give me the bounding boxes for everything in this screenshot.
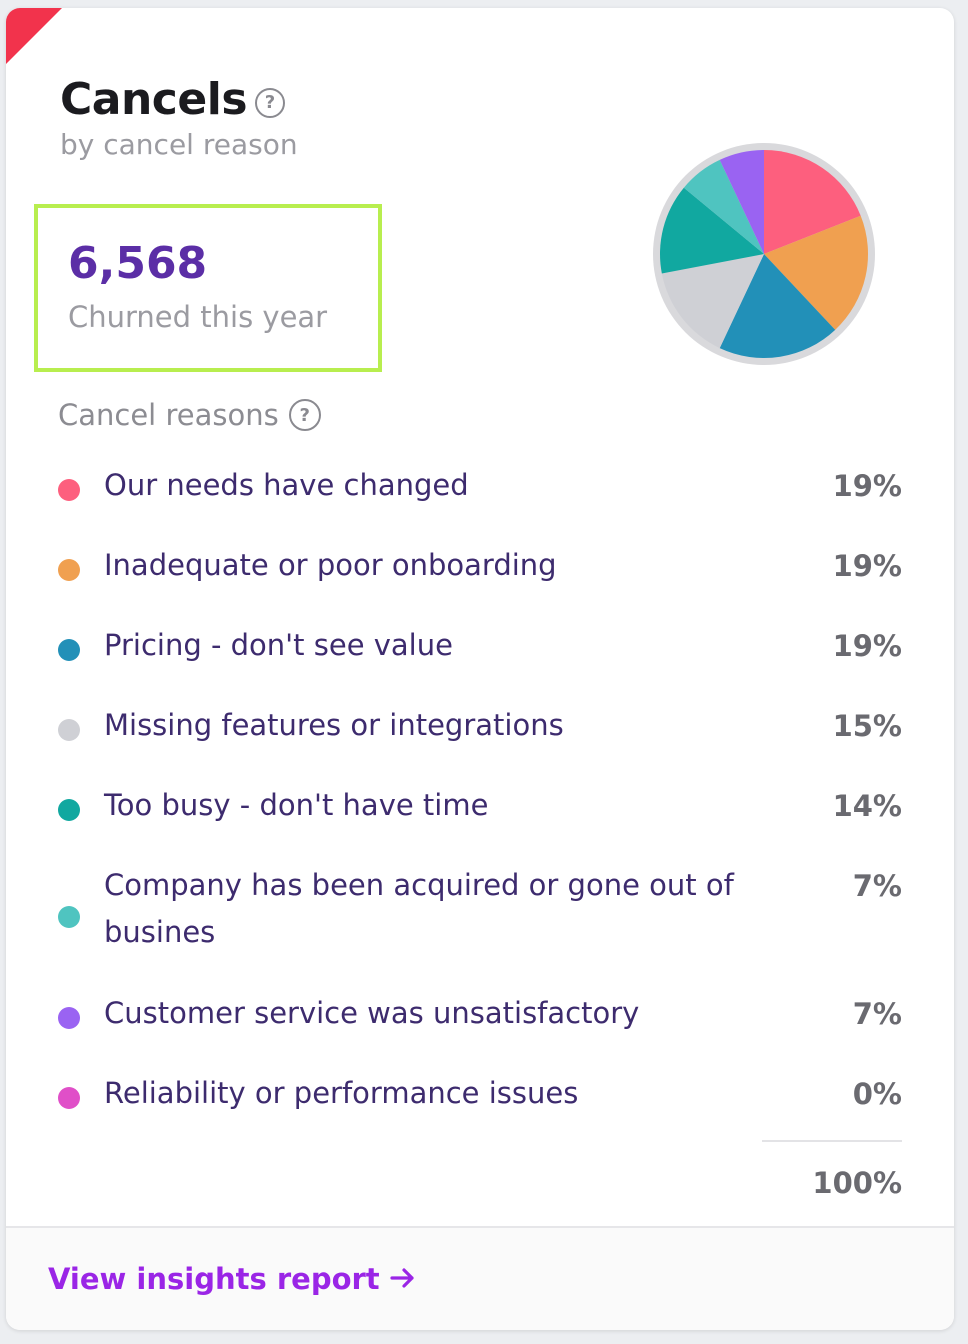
legend-label: Reliability or performance issues [104, 1076, 579, 1110]
title-row: Cancels ? [60, 74, 286, 125]
total-divider [762, 1140, 902, 1142]
legend-dot-icon [58, 639, 80, 661]
legend-item: Missing features or integrations 15% [58, 708, 902, 749]
reasons-header: Cancel reasons ? [58, 398, 321, 432]
legend-item: Our needs have changed 19% [58, 468, 902, 509]
legend-dot-icon [58, 799, 80, 821]
churned-label: Churned this year [68, 300, 328, 334]
reasons-help-icon[interactable]: ? [288, 399, 321, 431]
reasons-title: Cancel reasons [58, 398, 279, 432]
corner-flag [6, 8, 62, 64]
arrow-right-icon [390, 1262, 416, 1296]
legend-label: Company has been acquired or gone out of… [104, 868, 734, 949]
churned-count: 6,568 [68, 238, 208, 289]
card-title: Cancels [60, 74, 248, 125]
pie-slice-4 [661, 254, 764, 349]
cancel-reasons-pie-chart [652, 142, 876, 366]
cancels-card: Cancels ? by cancel reason 6,568 Churned… [6, 8, 954, 1330]
legend-label: Our needs have changed [104, 468, 469, 502]
legend-item: Inadequate or poor onboarding 19% [58, 548, 902, 589]
legend-dot-icon [58, 906, 80, 928]
legend-label: Too busy - don't have time [104, 788, 489, 822]
pie-slice-3 [719, 254, 836, 358]
legend-dot-icon [58, 559, 80, 581]
card-footer: View insights report [6, 1226, 954, 1330]
pie-svg [653, 143, 875, 365]
legend-dot-icon [58, 719, 80, 741]
view-insights-report-link[interactable]: View insights report [48, 1262, 416, 1296]
legend-percent: 7% [852, 997, 902, 1031]
total-percent: 100% [812, 1166, 902, 1200]
legend-label: Customer service was unsatisfactory [104, 996, 640, 1030]
legend-percent: 19% [832, 469, 902, 503]
legend-item: Company has been acquired or gone out of… [58, 868, 902, 964]
legend-label: Inadequate or poor onboarding [104, 548, 557, 582]
legend-percent: 0% [852, 1077, 902, 1111]
legend-dot-icon [58, 1007, 80, 1029]
legend-percent: 19% [832, 549, 902, 583]
pie-slice-5 [660, 187, 764, 274]
legend-item: Reliability or performance issues 0% [58, 1076, 902, 1117]
title-help-icon[interactable]: ? [255, 87, 286, 118]
card-subtitle: by cancel reason [60, 128, 298, 161]
legend-label: Missing features or integrations [104, 708, 564, 742]
legend-item: Too busy - don't have time 14% [58, 788, 902, 829]
legend-item: Pricing - don't see value 19% [58, 628, 902, 669]
churned-stat-box: 6,568 Churned this year [34, 204, 382, 372]
pie-slice-2 [764, 215, 868, 330]
legend-percent: 7% [852, 869, 902, 903]
pie-slice-7 [719, 150, 764, 254]
legend-label: Pricing - don't see value [104, 628, 453, 662]
pie-slice-6 [683, 159, 764, 254]
pie-slice-1 [764, 150, 861, 254]
legend-item: Customer service was unsatisfactory 7% [58, 996, 902, 1037]
view-insights-report-label: View insights report [48, 1262, 380, 1296]
legend-percent: 19% [832, 629, 902, 663]
legend-percent: 14% [832, 789, 902, 823]
legend-percent: 15% [832, 709, 902, 743]
legend-dot-icon [58, 479, 80, 501]
legend-dot-icon [58, 1087, 80, 1109]
